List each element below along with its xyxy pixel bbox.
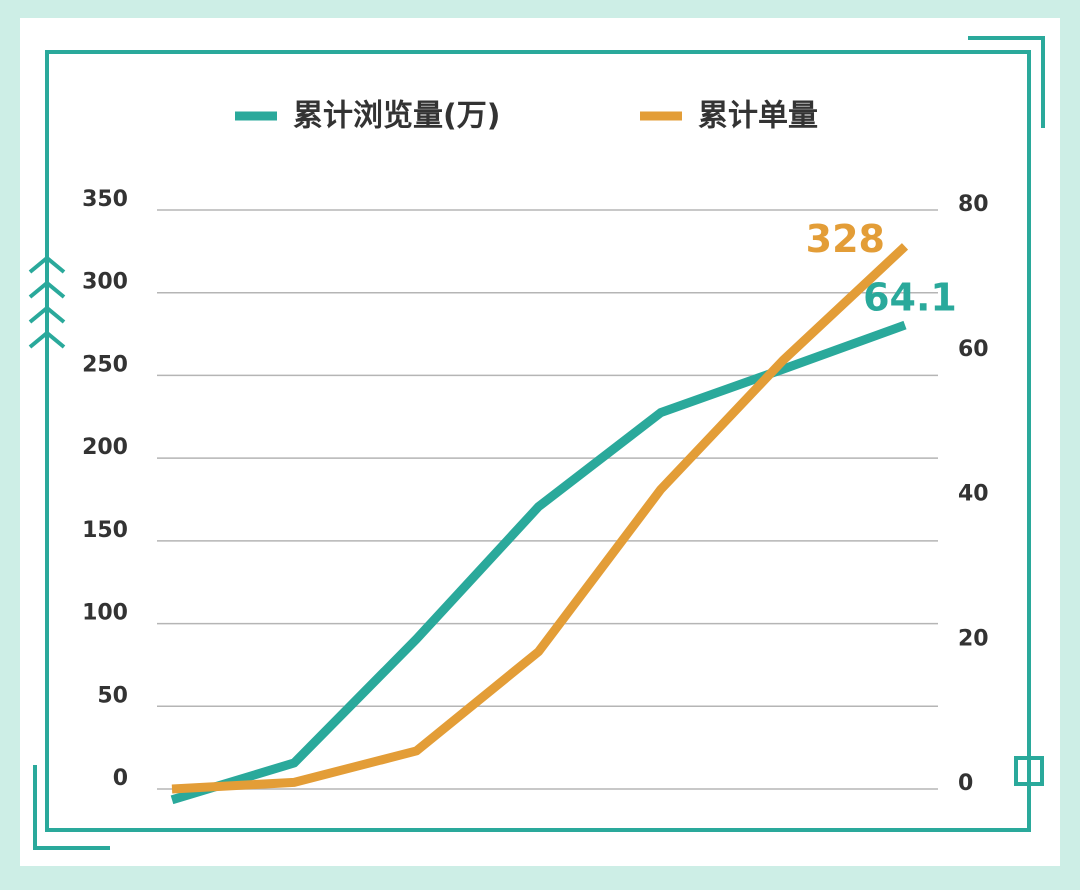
corner-deco <box>33 765 110 850</box>
panel <box>20 18 1060 866</box>
y-tick-label: 0 <box>113 766 128 791</box>
y2-tick-label: 0 <box>958 771 973 796</box>
y-tick-label: 200 <box>82 435 128 460</box>
y2-tick-label: 40 <box>958 482 989 507</box>
y-tick-label: 250 <box>82 352 128 377</box>
end-label: 328 <box>806 217 885 261</box>
square-deco <box>1014 756 1044 786</box>
y-tick-label: 350 <box>82 187 128 212</box>
frame <box>45 50 1031 832</box>
corner-deco <box>968 36 1045 128</box>
series-line <box>171 243 909 794</box>
y2-tick-label: 20 <box>958 626 989 651</box>
y-tick-label: 300 <box>82 270 128 295</box>
legend-label: 累计单量 <box>698 99 818 134</box>
end-label: 64.1 <box>863 276 957 320</box>
series-line <box>170 320 907 805</box>
chevrons <box>28 255 66 360</box>
y2-tick-label: 80 <box>958 192 989 217</box>
y2-tick-label: 60 <box>958 337 989 362</box>
y-tick-label: 50 <box>97 683 128 708</box>
legend-label: 累计浏览量(万) <box>293 99 500 134</box>
y-tick-label: 150 <box>82 518 128 543</box>
y-tick-label: 100 <box>82 601 128 626</box>
